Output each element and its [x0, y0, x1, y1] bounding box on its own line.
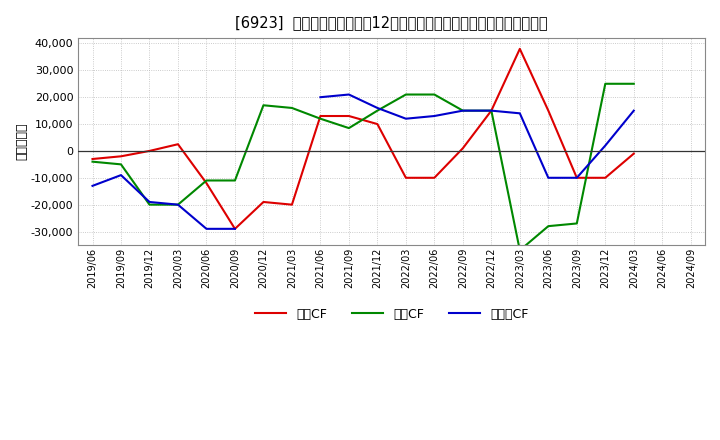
フリーCF	[174, 202, 182, 207]
投資CF	[572, 221, 581, 226]
投資CF	[259, 103, 268, 108]
投資CF	[117, 162, 125, 167]
営業CF	[544, 108, 553, 113]
投資CF	[316, 116, 325, 121]
投資CF	[601, 81, 610, 86]
Line: 営業CF: 営業CF	[92, 49, 634, 229]
投資CF	[345, 125, 354, 131]
Legend: 営業CF, 投資CF, フリーCF: 営業CF, 投資CF, フリーCF	[250, 303, 534, 326]
投資CF	[487, 108, 495, 113]
営業CF	[487, 108, 495, 113]
Line: 投資CF: 投資CF	[92, 84, 634, 250]
投資CF	[174, 202, 182, 207]
フリーCF	[145, 199, 154, 205]
営業CF	[601, 175, 610, 180]
営業CF	[88, 156, 96, 161]
投資CF	[629, 81, 638, 86]
営業CF	[259, 199, 268, 205]
フリーCF	[88, 183, 96, 188]
投資CF	[544, 224, 553, 229]
投資CF	[230, 178, 239, 183]
営業CF	[430, 175, 438, 180]
Line: フリーCF: フリーCF	[92, 175, 235, 229]
フリーCF	[230, 226, 239, 231]
営業CF	[402, 175, 410, 180]
営業CF	[202, 180, 211, 186]
フリーCF	[202, 226, 211, 231]
投資CF	[88, 159, 96, 164]
営業CF	[459, 146, 467, 151]
営業CF	[572, 175, 581, 180]
営業CF	[174, 142, 182, 147]
営業CF	[516, 46, 524, 51]
投資CF	[373, 108, 382, 113]
営業CF	[287, 202, 296, 207]
投資CF	[459, 108, 467, 113]
営業CF	[117, 154, 125, 159]
営業CF	[230, 226, 239, 231]
Y-axis label: （百万円）: （百万円）	[15, 123, 28, 160]
営業CF	[145, 148, 154, 154]
投資CF	[287, 105, 296, 110]
投資CF	[145, 202, 154, 207]
投資CF	[402, 92, 410, 97]
投資CF	[202, 178, 211, 183]
Title: [6923]  キャッシュフローの12か月移動合計の対前年同期増減額の推移: [6923] キャッシュフローの12か月移動合計の対前年同期増減額の推移	[235, 15, 548, 30]
営業CF	[629, 151, 638, 156]
投資CF	[430, 92, 438, 97]
投資CF	[516, 248, 524, 253]
営業CF	[316, 114, 325, 119]
フリーCF	[117, 172, 125, 178]
営業CF	[345, 114, 354, 119]
営業CF	[373, 121, 382, 127]
